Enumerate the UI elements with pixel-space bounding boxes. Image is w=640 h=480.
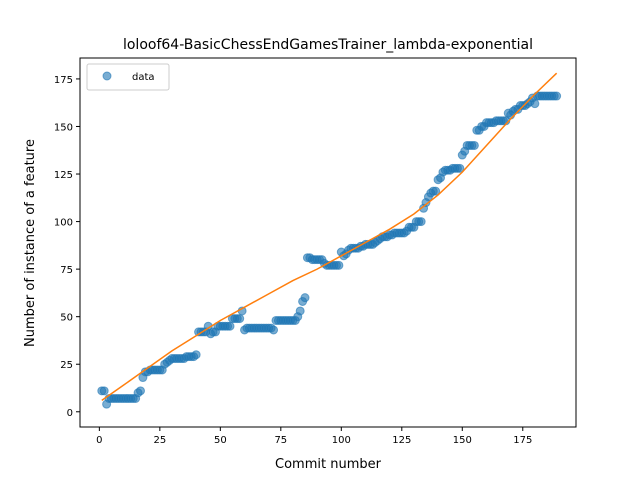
y-tick-label: 175: [54, 75, 73, 86]
data-point: [300, 293, 310, 303]
data-point: [530, 99, 540, 109]
legend-marker-data: [102, 71, 112, 81]
y-tick-label: 25: [60, 360, 73, 371]
y-tick-label: 50: [60, 313, 73, 324]
y-tick-label: 75: [60, 265, 73, 276]
x-tick-label: 75: [274, 435, 287, 446]
data-point: [552, 91, 562, 101]
data-point: [225, 321, 235, 331]
x-tick-label: 100: [332, 435, 351, 446]
y-tick-label: 125: [54, 170, 73, 181]
data-point: [269, 325, 279, 335]
y-tick-label: 150: [54, 122, 73, 133]
legend: data: [86, 63, 170, 91]
data-point: [295, 306, 305, 316]
data-point: [455, 163, 465, 173]
x-tick-label: 150: [453, 435, 472, 446]
x-tick-label: 25: [153, 435, 166, 446]
x-tick-label: 50: [214, 435, 227, 446]
data-point: [191, 350, 201, 360]
chart-title: loloof64-BasicChessEndGamesTrainer_lambd…: [123, 37, 533, 53]
x-tick-label: 175: [513, 435, 532, 446]
data-point: [416, 217, 426, 227]
x-tick-label: 125: [392, 435, 411, 446]
legend-box: [86, 63, 170, 91]
y-tick-label: 0: [67, 408, 73, 419]
data-point: [135, 386, 145, 396]
y-tick-label: 100: [54, 218, 73, 229]
x-axis: 0 25 50 75 100 125 150 175: [96, 427, 532, 446]
y-axis-label: Number of instance of a feature: [23, 139, 38, 347]
data-point: [99, 386, 109, 396]
data-point: [235, 314, 245, 324]
y-axis: 0 25 50 75 100 125 150 175: [54, 75, 80, 419]
plot-area: [97, 72, 562, 409]
data-point: [469, 140, 479, 150]
fit-line: [101, 72, 558, 401]
data-point: [334, 260, 344, 270]
legend-label-data: data: [132, 72, 155, 83]
data-point: [431, 186, 441, 196]
x-axis-label: Commit number: [275, 457, 382, 472]
plot-frame: [79, 57, 577, 428]
x-tick-label: 0: [96, 435, 102, 446]
